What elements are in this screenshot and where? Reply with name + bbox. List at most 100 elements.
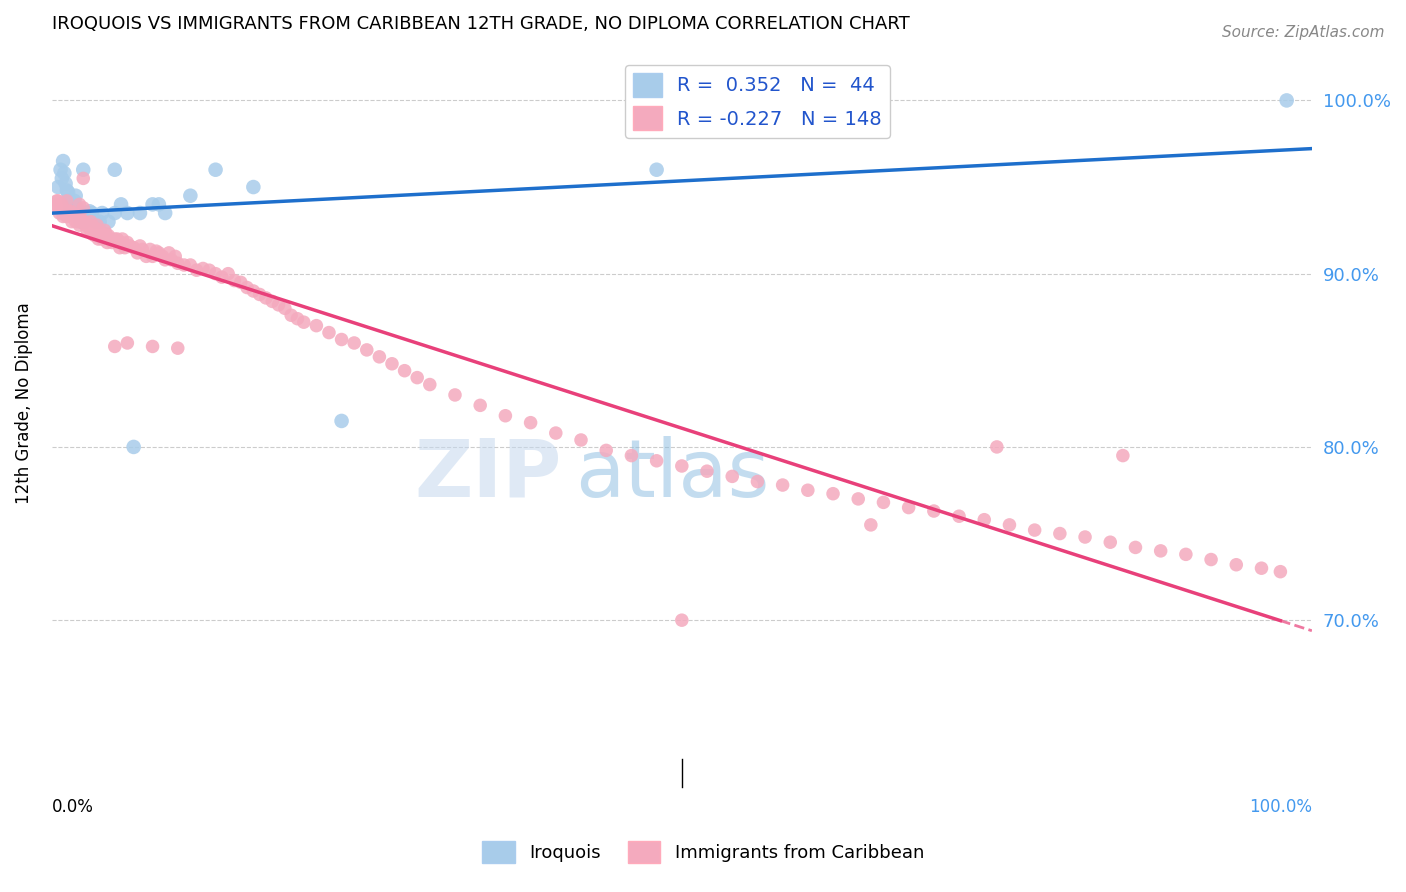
Point (129, 239, 152, 253)
Point (72, 171, 94, 186)
Point (110, 197, 132, 211)
Point (58, 194, 80, 208)
Point (165, 249, 187, 263)
Point (84, 215, 107, 229)
Point (66, 201, 89, 215)
Point (91, 232, 114, 246)
Point (44, 197, 66, 211)
Text: IROQUOIS VS IMMIGRANTS FROM CARIBBEAN 12TH GRADE, NO DIPLOMA CORRELATION CHART: IROQUOIS VS IMMIGRANTS FROM CARIBBEAN 12… (52, 15, 910, 33)
Legend: Iroquois, Immigrants from Caribbean: Iroquois, Immigrants from Caribbean (472, 832, 934, 872)
Point (157, 246, 180, 260)
Point (69, 215, 91, 229)
Point (645, 454, 668, 468)
Point (79, 218, 101, 232)
Point (236, 280, 259, 294)
Point (1074, 530, 1097, 544)
Point (148, 246, 170, 260)
Point (1125, 541, 1147, 555)
Point (101, 235, 124, 250)
Point (444, 388, 467, 402)
Point (148, 197, 170, 211)
Point (60, 215, 83, 229)
Point (152, 249, 174, 263)
Point (49, 162, 72, 177)
Point (51, 171, 73, 186)
Point (142, 249, 165, 263)
Point (122, 440, 145, 454)
Point (67, 204, 90, 219)
Point (343, 336, 366, 351)
Point (82, 219, 104, 234)
Y-axis label: 12th Grade, No Diploma: 12th Grade, No Diploma (15, 302, 32, 505)
Point (179, 188, 201, 202)
Point (105, 232, 128, 246)
Point (242, 180, 264, 194)
Point (80, 215, 103, 229)
Point (79, 221, 101, 235)
Point (671, 613, 693, 627)
Point (72, 206, 94, 220)
Point (645, 162, 668, 177)
Point (1049, 526, 1071, 541)
Point (122, 241, 145, 255)
Point (46, 194, 69, 208)
Point (55, 177, 77, 191)
Point (91, 206, 114, 220)
Point (62, 208, 84, 222)
Point (72, 201, 94, 215)
Point (287, 311, 309, 326)
Point (62, 204, 84, 219)
Point (76, 206, 98, 220)
Point (45, 194, 67, 208)
Point (204, 267, 226, 281)
Point (72, 162, 94, 177)
Point (211, 270, 233, 285)
Point (280, 308, 302, 322)
Point (821, 486, 844, 500)
Point (117, 206, 139, 220)
Point (229, 276, 252, 290)
Point (79, 204, 101, 219)
Point (747, 475, 769, 489)
Point (89, 223, 111, 237)
Point (859, 517, 882, 532)
Point (56, 184, 79, 198)
Point (73, 215, 96, 229)
Point (75, 218, 97, 232)
Point (117, 235, 139, 250)
Point (544, 426, 567, 441)
Point (104, 339, 127, 353)
Point (292, 315, 315, 329)
Point (249, 287, 271, 301)
Point (59, 197, 82, 211)
Point (127, 246, 149, 260)
Text: ZIP: ZIP (415, 435, 562, 514)
Point (797, 483, 820, 498)
Point (772, 478, 794, 492)
Point (153, 252, 176, 267)
Point (104, 162, 127, 177)
Point (52, 210, 75, 224)
Point (1250, 561, 1272, 575)
Text: 100.0%: 100.0% (1249, 797, 1312, 816)
Point (60, 202, 83, 217)
Point (58, 204, 80, 219)
Point (356, 343, 378, 357)
Point (86, 218, 108, 232)
Point (494, 409, 516, 423)
Point (56, 186, 79, 200)
Legend: R =  0.352   N =  44, R = -0.227   N = 148: R = 0.352 N = 44, R = -0.227 N = 148 (626, 65, 890, 138)
Point (46, 180, 69, 194)
Point (419, 377, 441, 392)
Point (87, 232, 110, 246)
Point (1270, 565, 1292, 579)
Point (696, 464, 718, 478)
Point (80, 206, 103, 220)
Point (153, 206, 176, 220)
Point (69, 218, 91, 232)
Point (83, 228, 105, 243)
Point (110, 235, 132, 250)
Point (191, 261, 214, 276)
Point (330, 414, 353, 428)
Point (55, 208, 77, 222)
